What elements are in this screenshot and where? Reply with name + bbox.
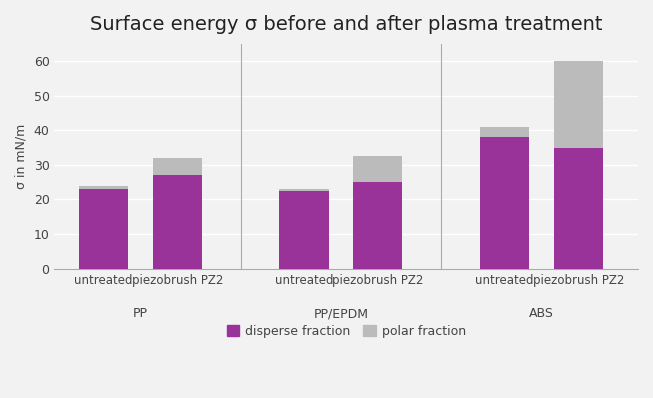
Bar — [480, 137, 529, 269]
Bar — [153, 158, 202, 175]
Bar — [79, 185, 128, 189]
Title: Surface energy σ before and after plasma treatment: Surface energy σ before and after plasma… — [90, 15, 603, 34]
Bar — [153, 175, 202, 269]
Text: PP: PP — [133, 308, 148, 320]
Bar — [79, 189, 128, 269]
Bar — [279, 191, 328, 269]
Legend: disperse fraction, polar fraction: disperse fraction, polar fraction — [221, 320, 471, 343]
Text: ABS: ABS — [529, 308, 554, 320]
Bar — [480, 127, 529, 137]
Bar — [554, 61, 603, 148]
Y-axis label: σ in mN/m: σ in mN/m — [15, 124, 28, 189]
Bar — [279, 189, 328, 191]
Bar — [554, 148, 603, 269]
Text: PP/EPDM: PP/EPDM — [313, 308, 368, 320]
Bar — [353, 156, 402, 182]
Bar — [353, 182, 402, 269]
